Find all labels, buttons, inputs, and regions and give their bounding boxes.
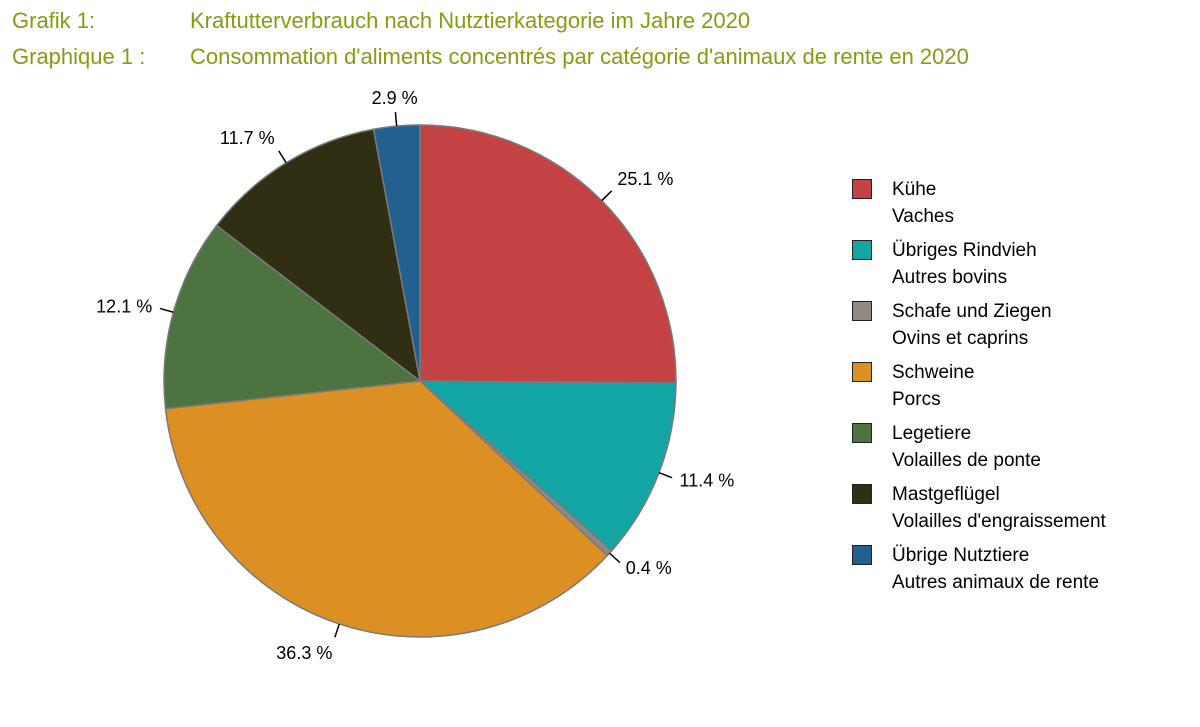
legend-label-fr: Volailles de ponte <box>892 450 1041 471</box>
legend-label-fr: Porcs <box>892 389 941 410</box>
legend-label-de: Schweine <box>892 362 975 383</box>
legend-label: Übriges Rindvieh Autres bovins <box>892 237 1037 291</box>
pie-slice-4 <box>163 224 422 410</box>
leader-tick-6 <box>394 112 398 127</box>
legend-label-de: Übrige Nutztiere <box>892 545 1030 566</box>
legend-swatch <box>852 423 872 443</box>
leader-tick-2 <box>608 552 621 564</box>
leader-tick-3 <box>334 623 341 638</box>
legend-label-fr: Autres bovins <box>892 267 1008 288</box>
legend-label: Legetiere Volailles de ponte <box>892 420 1041 474</box>
legend-label: Kühe Vaches <box>892 176 954 230</box>
slice-label-2: 0.4 % <box>626 558 672 578</box>
legend-swatch <box>852 545 872 565</box>
slice-label-4: 12.1 % <box>96 296 152 316</box>
slice-label-5: 11.7 % <box>220 128 275 148</box>
pie-slice-0 <box>419 124 677 384</box>
pie-slice-6 <box>372 124 421 382</box>
legend-swatch <box>852 362 872 382</box>
legend-label-fr: Vaches <box>892 206 954 227</box>
slice-label-6: 2.9 % <box>372 88 418 108</box>
pie-slice-3 <box>164 380 609 638</box>
legend-label-fr: Volailles d'engraissement <box>892 511 1106 532</box>
legend-swatch <box>852 301 872 321</box>
leader-tick-1 <box>658 471 673 479</box>
pie-slice-5 <box>215 128 422 383</box>
leader-tick-5 <box>278 150 287 164</box>
title-fr-label: Graphique 1 : <box>12 44 146 69</box>
legend-label: Schweine Porcs <box>892 359 974 413</box>
legend-label-fr: Autres animaux de rente <box>892 572 1100 593</box>
legend-swatch <box>852 484 872 504</box>
legend-label-de: Legetiere <box>892 423 972 444</box>
legend-label-fr: Ovins et caprins <box>892 328 1029 349</box>
legend-label: Übrige Nutztiere Autres animaux de rente <box>892 542 1099 596</box>
legend-label-de: Übriges Rindvieh <box>892 240 1037 261</box>
legend-label: Mastgeflügel Volailles d'engraissement <box>892 481 1106 535</box>
leader-tick-4 <box>159 307 174 313</box>
legend-label-de: Schafe und Ziegen <box>892 301 1052 322</box>
slice-label-3: 36.3 % <box>276 643 332 663</box>
legend-label-de: Mastgeflügel <box>892 484 1000 505</box>
title-fr-text: Consommation d'aliments concentrés par c… <box>190 44 969 69</box>
legend-swatch <box>852 240 872 260</box>
title-de-label: Grafik 1: <box>12 8 96 33</box>
leader-tick-0 <box>601 190 613 202</box>
legend-label-de: Kühe <box>892 179 937 200</box>
legend-swatch <box>852 179 872 199</box>
title-de-text: Kraftutterverbrauch nach Nutztierkategor… <box>190 8 751 33</box>
slice-label-1: 11.4 % <box>680 471 735 491</box>
legend-label: Schafe und Ziegen Ovins et caprins <box>892 298 1052 352</box>
slice-label-0: 25.1 % <box>617 169 673 189</box>
